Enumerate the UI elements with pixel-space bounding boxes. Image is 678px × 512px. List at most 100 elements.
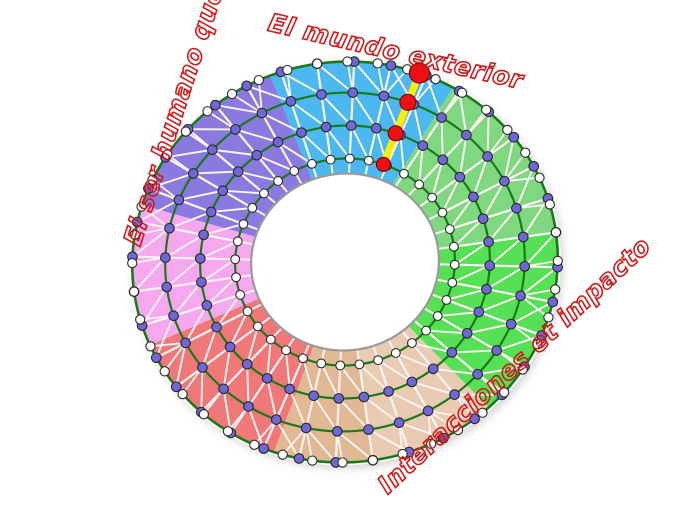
outer-fan-edge (133, 227, 171, 236)
diagonal-edge (410, 342, 453, 354)
node-mid-ring (519, 261, 530, 272)
node-mid-ring (272, 136, 284, 148)
diagonal-edge (285, 349, 291, 390)
diagonal-edge (131, 227, 171, 258)
highlight-path-group (375, 62, 430, 172)
node-mid-ring (505, 318, 517, 330)
spoke-edge (275, 387, 291, 421)
spoke-edge (177, 198, 213, 214)
node-inner-ring (273, 176, 284, 186)
node-outer-ring (499, 387, 510, 398)
diagonal-edge (482, 180, 506, 220)
outer-fan-edge (510, 323, 539, 346)
node-mid-ring (536, 330, 547, 341)
node-outer-ring (550, 284, 561, 295)
node-outer-ring (282, 64, 293, 76)
node-outer-ring (534, 172, 545, 183)
node-inner-ring (238, 219, 249, 230)
diagonal-edge (458, 90, 468, 137)
node-mid-ring (508, 131, 520, 143)
spoke-edge (165, 281, 203, 289)
node-outer-ring (456, 87, 468, 98)
highlight-path (379, 69, 423, 168)
spoke-edge (201, 345, 232, 369)
node-mid-ring (256, 107, 268, 119)
node-outer-ring (477, 407, 488, 418)
diagonal-edge (133, 256, 167, 293)
node-inner-ring (265, 334, 276, 345)
outer-fan-edge (503, 151, 527, 183)
node-mid-ring (517, 231, 529, 243)
outer-fan-edge (227, 405, 250, 433)
node-mid-ring (243, 401, 254, 412)
node-outer-ring (307, 455, 318, 466)
outer-fan-edge (503, 176, 541, 183)
diagonal-edge (453, 240, 490, 266)
node-mid-ring (187, 168, 199, 179)
diagonal-edge (466, 323, 513, 335)
spoke-edge (155, 341, 187, 359)
diagonal-edge (440, 116, 444, 161)
spoke-edge (200, 276, 238, 284)
node-inner-ring (406, 338, 417, 348)
spoke-edge (215, 310, 249, 329)
node-mid-ring (446, 347, 458, 358)
node-inner-ring (444, 224, 455, 235)
node-inner-ring (441, 294, 452, 305)
node-inner-ring (289, 166, 300, 176)
diagonal-edge (215, 293, 242, 329)
node-mid-ring (211, 321, 222, 333)
diagonal-edge (214, 104, 263, 115)
diagonal-edge (234, 128, 280, 144)
diagonal-edge (200, 366, 204, 414)
diagonal-edge (451, 264, 491, 284)
spoke-edge (503, 165, 535, 183)
node-mid-ring (499, 175, 510, 187)
outer-fan-edge (427, 409, 459, 431)
spoke-edge (350, 91, 354, 127)
diagonal-edge (155, 314, 175, 359)
diagonal-edge (175, 341, 187, 388)
spoke-edge (477, 310, 513, 326)
node-mid-ring (347, 87, 359, 98)
diagonal-edge (266, 338, 272, 380)
node-mid-ring (270, 414, 282, 425)
spoke-edge (418, 158, 444, 186)
diagonal-edge (312, 394, 339, 433)
node-inner-ring (335, 360, 346, 371)
outer-fan-edge (412, 78, 437, 106)
spoke-edge (164, 256, 202, 260)
outer-fan-edge (519, 294, 550, 319)
spoke-edge (387, 390, 401, 424)
outer-fan-edge (281, 427, 308, 456)
diagonal-edge (351, 91, 378, 130)
diagonal-edge (164, 148, 214, 159)
node-mid-ring (370, 122, 382, 134)
diagonal-edge (136, 198, 180, 223)
spoke-edge (288, 357, 305, 391)
spoke-edge (515, 197, 549, 210)
spoke-edge (410, 380, 430, 412)
node-mid-ring (217, 185, 229, 197)
node-mid-ring (284, 383, 295, 395)
diagonal-edge (320, 362, 340, 400)
node-mid-ring (461, 327, 473, 339)
outer-fan-edge (231, 93, 263, 115)
diagonal-edge (503, 136, 515, 183)
node-inner-ring (427, 192, 438, 203)
spoke-edge (147, 187, 180, 202)
node-mid-ring (197, 362, 208, 373)
highlight-node-1 (387, 125, 404, 142)
node-inner-ring (344, 153, 355, 164)
node-mid-ring (194, 253, 206, 264)
node-outer-ring (253, 74, 264, 86)
diagonal-edge (358, 363, 390, 393)
node-outer-ring (367, 455, 379, 466)
node-mid-ring (449, 389, 460, 400)
node-mid-ring (515, 290, 526, 302)
spoke-edge (289, 100, 303, 134)
diagonal-edge (448, 195, 475, 231)
spoke-edge (255, 154, 280, 183)
diagonal-edge (377, 359, 413, 383)
diagonal-edge (288, 388, 308, 429)
